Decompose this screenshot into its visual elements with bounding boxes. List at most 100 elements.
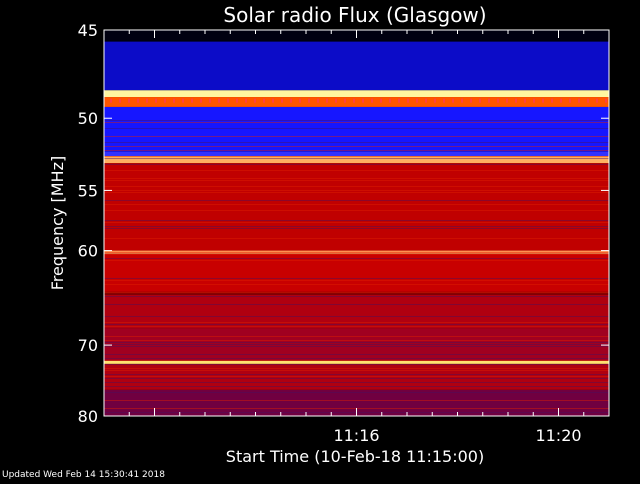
interference-dot [452, 98, 454, 103]
noise-stripe [104, 378, 609, 379]
interference-dot [470, 98, 472, 103]
interference-dot [281, 98, 283, 103]
interference-dot [146, 98, 148, 103]
interference-dot [290, 98, 292, 103]
noise-stripe [104, 120, 609, 121]
noise-stripe [104, 220, 609, 221]
x-tick-label: 11:16 [333, 426, 379, 445]
noise-stripe [104, 354, 609, 355]
noise-stripe [104, 322, 609, 323]
interference-dot [380, 98, 382, 103]
interference-dot [497, 98, 499, 103]
frequency-band [104, 163, 609, 251]
noise-stripe [104, 258, 609, 259]
noise-stripe [104, 304, 609, 305]
interference-dot [578, 98, 580, 103]
interference-dot [119, 98, 121, 103]
y-tick-label: 80 [78, 407, 98, 426]
interference-dot [461, 98, 463, 103]
interference-dot [128, 98, 130, 103]
noise-stripe [104, 260, 609, 261]
chart-title: Solar radio Flux (Glasgow) [223, 3, 486, 27]
interference-dot [560, 98, 562, 103]
noise-stripe [104, 192, 609, 193]
interference-dot [407, 98, 409, 103]
noise-stripe [104, 340, 609, 341]
interference-dot [209, 98, 211, 103]
noise-stripe [104, 382, 609, 383]
frequency-band [104, 291, 609, 295]
interference-dot [164, 98, 166, 103]
noise-stripe [104, 170, 609, 171]
noise-stripe [104, 278, 609, 279]
interference-dot [425, 98, 427, 103]
interference-dot [506, 98, 508, 103]
noise-stripe [104, 210, 609, 211]
frequency-band [104, 363, 609, 390]
noise-stripe [104, 164, 609, 165]
interference-dot [443, 98, 445, 103]
interference-dot [353, 98, 355, 103]
x-tick-label: 11:20 [535, 426, 581, 445]
noise-stripe [104, 344, 609, 345]
interference-dot [299, 98, 301, 103]
noise-stripe [104, 228, 609, 229]
interference-dot [344, 98, 346, 103]
noise-stripe [104, 374, 609, 375]
interference-dot [434, 98, 436, 103]
noise-stripe [104, 238, 609, 239]
noise-stripe [104, 368, 609, 369]
interference-dot [200, 98, 202, 103]
noise-stripe [104, 376, 609, 377]
interference-dot [542, 98, 544, 103]
interference-dot [326, 98, 328, 103]
y-tick-label: 50 [78, 109, 98, 128]
noise-stripe [104, 360, 609, 361]
interference-dot [551, 98, 553, 103]
x-axis-label: Start Time (10-Feb-18 11:15:00) [226, 447, 484, 466]
noise-stripe [104, 252, 609, 253]
noise-stripe [104, 254, 609, 255]
interference-dot [488, 98, 490, 103]
frequency-band [104, 360, 609, 364]
interference-dot [398, 98, 400, 103]
frequency-band [104, 250, 609, 254]
spectrogram-plot-area [104, 30, 609, 416]
frequency-band [104, 294, 609, 329]
interference-dot [605, 98, 607, 103]
interference-dot [236, 98, 238, 103]
interference-dot [272, 98, 274, 103]
interference-dot [137, 98, 139, 103]
frequency-band [104, 41, 609, 91]
noise-stripe [104, 336, 609, 337]
noise-stripe [104, 284, 609, 285]
noise-stripe [104, 222, 609, 223]
noise-stripe [104, 364, 609, 365]
interference-dot [227, 98, 229, 103]
frequency-band [104, 106, 609, 152]
frequency-band [104, 328, 609, 361]
noise-stripe [104, 386, 609, 387]
spectrogram-texture [104, 98, 609, 413]
noise-stripe [104, 324, 609, 325]
interference-dot [173, 98, 175, 103]
noise-stripe [104, 370, 609, 371]
interference-dot [479, 98, 481, 103]
interference-dot [254, 98, 256, 103]
noise-stripe [104, 280, 609, 281]
frequency-band [104, 90, 609, 98]
interference-dot [263, 98, 265, 103]
interference-dot [533, 98, 535, 103]
y-axis: 45 50 55 60 70 80 [78, 21, 609, 426]
noise-stripe [104, 226, 609, 227]
noise-stripe [104, 136, 609, 137]
interference-dot [362, 98, 364, 103]
y-axis-label: Frequency [MHz] [48, 156, 67, 290]
interference-dot [191, 98, 193, 103]
noise-stripe [104, 190, 609, 191]
noise-stripe [104, 122, 609, 123]
interference-dot [569, 98, 571, 103]
noise-stripe [104, 400, 609, 401]
